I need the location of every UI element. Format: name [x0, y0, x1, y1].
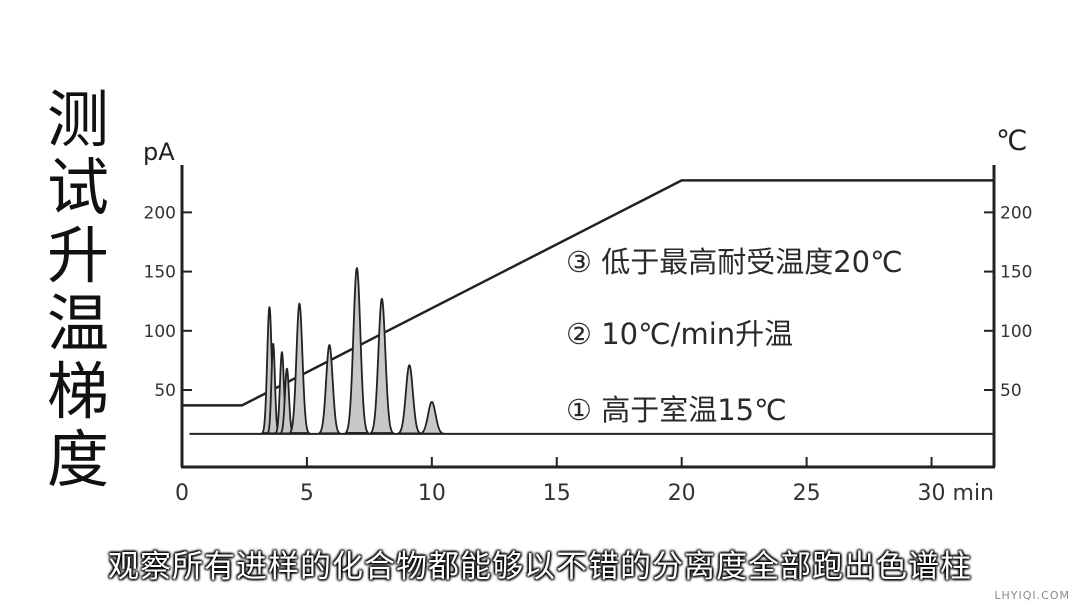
chromatogram-peak [397, 364, 422, 435]
side-title-char: 升 [46, 219, 109, 292]
annotation-3: ③ 低于最高耐受温度20℃ [566, 245, 903, 279]
chromatogram-peak [318, 344, 341, 435]
left-tick-label: 100 [144, 322, 176, 342]
x-tick-label: 5 [300, 481, 314, 506]
peak-group [261, 267, 445, 435]
chromatogram-peak [344, 267, 369, 434]
video-subtitle: 观察所有进样的化合物都能够以不错的分离度全部跑出色谱柱 [108, 549, 972, 585]
right-tick-label: 100 [1000, 322, 1032, 342]
right-tick-label: 200 [1000, 203, 1032, 223]
temperature-program-line [182, 179, 994, 407]
left-tick-label: 50 [154, 381, 176, 401]
watermark: LHYIQI.COM [994, 589, 1070, 602]
left-axis-label: pA [143, 138, 175, 166]
x-tick-label: 25 [793, 481, 821, 506]
chromatogram-peak [369, 297, 394, 434]
left-tick-label: 150 [144, 263, 176, 283]
x-tick-label: 20 [668, 481, 696, 506]
side-title-char: 梯 [46, 355, 109, 428]
x-tick-label: 10 [418, 481, 446, 506]
x-tick-label: 30 min [918, 481, 994, 506]
annotation-1: ① 高于室温15℃ [566, 393, 787, 427]
side-title-char: 度 [46, 423, 109, 496]
x-tick-label: 0 [175, 481, 189, 506]
left-tick-label: 200 [144, 203, 176, 223]
chromatogram-peak [418, 400, 445, 435]
annotation-2: ② 10℃/min升温 [566, 317, 793, 351]
right-tick-label: 150 [1000, 263, 1032, 283]
x-tick-label: 15 [543, 481, 571, 506]
chromatogram-peak [288, 302, 310, 434]
right-axis-label: ℃ [996, 124, 1027, 157]
side-title-char: 测 [46, 83, 109, 156]
right-tick-label: 50 [1000, 381, 1022, 401]
side-title: 测试升温梯度 [38, 86, 118, 494]
side-title-char: 温 [46, 287, 109, 360]
side-title-char: 试 [46, 151, 109, 224]
